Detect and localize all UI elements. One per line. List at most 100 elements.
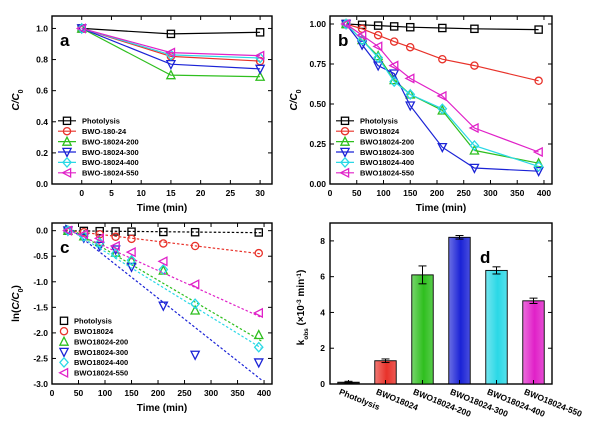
data-point (190, 241, 200, 251)
x-tick-label: 150 (403, 188, 417, 198)
y-tick-label: -0.5 (33, 251, 48, 261)
data-point (159, 227, 168, 237)
series-line (345, 23, 539, 172)
data-point (252, 307, 263, 319)
data-point (389, 69, 400, 80)
legend-item: BWO18024-200 (336, 135, 414, 146)
y-axis-title-part: C/C (11, 93, 22, 111)
x-tick-label: 5 (109, 188, 114, 198)
y-tick-label: 2 (320, 343, 325, 353)
data-point (157, 256, 168, 267)
legend-item: BWO18024-550 (336, 167, 414, 178)
data-point (110, 248, 121, 260)
y-axis-title-subscript: 0 (18, 89, 25, 93)
x-axis-title: Time (min) (416, 203, 466, 214)
data-point (373, 21, 383, 30)
y-tick-label: 0.50 (309, 99, 326, 109)
x-axis-title: Time (min) (137, 203, 187, 214)
fit-line (65, 230, 262, 234)
x-tick-label: 0 (328, 188, 333, 198)
x-tick-label: 50 (74, 388, 84, 398)
series-3 (76, 24, 266, 75)
legend-label: BWO18024-400 (74, 358, 128, 367)
series-5 (340, 18, 543, 158)
data-point (165, 47, 176, 58)
y-axis-title-part: ) (296, 270, 307, 273)
fit-line (64, 226, 262, 349)
y-tick-label: -1.0 (33, 277, 48, 287)
data-point (436, 90, 447, 102)
y-tick-label: 0.4 (36, 117, 48, 127)
legend-item: BWO-18024-300 (58, 147, 139, 158)
y-tick-label: 0.0 (36, 179, 48, 189)
data-point (62, 225, 73, 236)
legend-marker (58, 347, 70, 358)
x-tick-label: 250 (457, 188, 471, 198)
bar (522, 300, 545, 385)
legend-marker (61, 135, 73, 146)
x-tick-label: 250 (177, 388, 191, 398)
x-tick-label: 50 (352, 188, 362, 198)
legend-label: Photolysis (360, 117, 398, 126)
x-tick-label: 0 (50, 388, 55, 398)
legend-item: BWO-18024-200 (58, 135, 139, 146)
data-point (405, 42, 415, 52)
legend-label: BWO-180-24 (82, 127, 127, 136)
x-tick-label: 10 (136, 188, 146, 198)
legend-item: BWO18024-200 (58, 335, 128, 346)
data-point (470, 24, 479, 34)
data-point (356, 40, 368, 51)
y-axis-title: kobs (×10-3 min-1) (296, 270, 310, 346)
fit-line (64, 224, 262, 381)
data-point (532, 146, 543, 158)
data-point (190, 298, 201, 310)
legend-marker (61, 147, 73, 158)
y-axis-title: ln(C/C0) (11, 285, 25, 322)
data-point (389, 22, 399, 31)
data-point (533, 157, 544, 168)
y-axis-title-subscript: 0 (296, 89, 303, 93)
x-tick-label: 20 (196, 188, 206, 198)
data-point (111, 232, 120, 242)
bar (485, 269, 508, 385)
legend-item: BWO18024 (59, 326, 114, 336)
legend-item: Photolysis (59, 316, 112, 326)
data-point (470, 61, 479, 70)
data-point (126, 262, 137, 273)
data-point (340, 19, 352, 30)
fit-line (65, 227, 262, 318)
x-tick-label: 25 (226, 188, 236, 198)
data-point (405, 88, 416, 99)
y-axis-title: C/C0 (11, 89, 25, 110)
data-point (469, 163, 480, 174)
series-1 (341, 19, 543, 86)
data-point (158, 301, 169, 312)
y-tick-label: -2.5 (33, 353, 48, 363)
y-axis-title-part: obs (303, 328, 310, 340)
legend-item: Photolysis (336, 116, 398, 126)
legend-item: BWO-18024-400 (58, 156, 139, 168)
data-point (253, 341, 264, 353)
panel-label: b (338, 31, 348, 50)
legend-marker (339, 147, 351, 158)
data-point (373, 52, 384, 64)
series-line (345, 23, 539, 31)
data-point (93, 233, 104, 244)
y-tick-label: 0.0 (36, 226, 48, 236)
y-axis-title-part: ) (11, 285, 22, 288)
legend-marker (339, 167, 350, 178)
data-point (437, 142, 448, 154)
legend-item: BWO18024-300 (58, 347, 128, 358)
panel-c: 0 50 100 150 200 250 300 350 400 0.0 -0.5 -1.0 -1.5 -… (11, 222, 273, 414)
legend-label: BWO-18024-550 (82, 169, 139, 178)
series-line (345, 23, 539, 82)
legend-item: BWO18024-550 (58, 367, 128, 378)
data-point (127, 234, 136, 244)
legend-marker (340, 126, 350, 136)
legend-label: BWO-18024-200 (82, 137, 139, 146)
x-tick-label: 0 (79, 188, 84, 198)
data-point (159, 239, 168, 248)
x-tick-label: 400 (257, 388, 271, 398)
legend-label: BWO18024-200 (360, 137, 414, 146)
fit-line (65, 229, 262, 255)
